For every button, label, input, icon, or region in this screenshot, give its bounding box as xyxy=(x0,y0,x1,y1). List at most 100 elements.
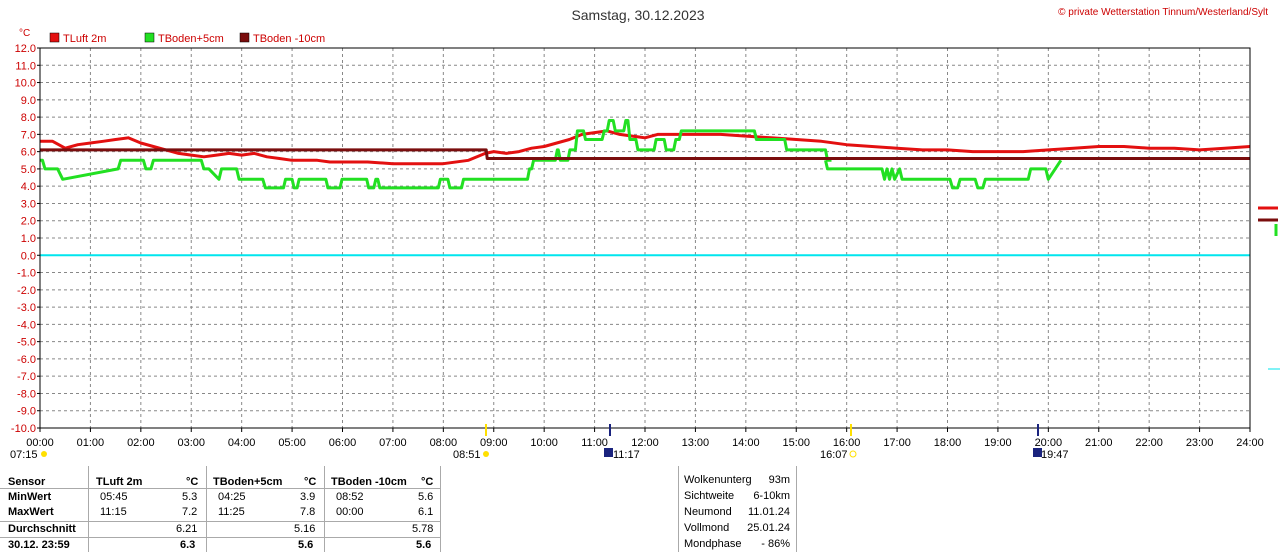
y-tick-label: 9.0 xyxy=(21,95,36,107)
stats-col-name: TLuft 2m xyxy=(96,476,143,488)
moonrise-time: 19:47 xyxy=(1041,449,1069,461)
info-label: Vollmond xyxy=(684,522,730,534)
sunrise-time: 07:15 xyxy=(10,449,38,461)
stats-col-unit: °C xyxy=(186,476,199,488)
x-tick-label: 16:00 xyxy=(833,437,861,449)
x-tick-label: 10:00 xyxy=(530,437,558,449)
y-tick-label: 4.0 xyxy=(21,181,36,193)
info-value: - 86% xyxy=(761,538,790,550)
info-label: Mondphase xyxy=(684,538,742,550)
legend-swatch-tboden5 xyxy=(144,32,155,43)
y-tick-label: -10.0 xyxy=(11,423,36,435)
stats-col-name: TBoden -10cm xyxy=(331,476,407,488)
x-tick-label: 23:00 xyxy=(1186,437,1214,449)
x-axis-ticks: 00:00 01:00 02:00 03:00 04:00 05:00 06:00 07:00… xyxy=(26,428,1264,449)
stats-current-label: 30.12. 23:59 xyxy=(8,539,70,551)
copyright-text: © private Wetterstation Tinnum/Westerlan… xyxy=(1058,7,1268,18)
stats-divider xyxy=(0,521,440,522)
stats-min-value: 3.9 xyxy=(300,491,316,503)
stats-divider xyxy=(206,466,207,552)
x-tick-label: 05:00 xyxy=(278,437,306,449)
stats-min-label: MinWert xyxy=(8,491,52,503)
legend: TLuft 2m TBoden+5cm TBoden -10cm xyxy=(49,32,325,45)
stats-min-time: 04:25 xyxy=(218,491,246,503)
sunset-marker-time: 16:07 xyxy=(820,449,848,461)
stats-divider xyxy=(0,537,440,538)
x-tick-label: 21:00 xyxy=(1085,437,1113,449)
stats-table: Sensor MinWert MaxWert Durchschnitt 30.1… xyxy=(0,466,440,552)
y-tick-label: -2.0 xyxy=(17,285,36,297)
y-tick-label: -8.0 xyxy=(17,388,36,400)
info-divider xyxy=(678,466,679,552)
legend-label-tboden10: TBoden -10cm xyxy=(253,33,325,45)
stats-current-value: 5.6 xyxy=(298,539,314,551)
legend-swatch-tluft xyxy=(49,32,60,43)
stats-max-time: 11:25 xyxy=(218,506,245,518)
legend-label-tboden5: TBoden+5cm xyxy=(158,33,224,45)
y-tick-label: 2.0 xyxy=(21,216,36,228)
y-tick-label: 7.0 xyxy=(21,129,36,141)
stats-divider xyxy=(88,466,89,552)
stats-min-value: 5.3 xyxy=(182,491,198,503)
stats-col-name: TBoden+5cm xyxy=(213,476,283,488)
y-tick-label: 0.0 xyxy=(21,250,36,262)
x-tick-label: 19:00 xyxy=(984,437,1012,449)
moon-icon xyxy=(604,448,613,457)
stats-max-time: 11:15 xyxy=(100,506,127,518)
info-value: 6-10km xyxy=(753,490,790,502)
info-label: Neumond xyxy=(684,506,732,518)
sun-icon xyxy=(849,450,857,458)
legend-label-tluft: TLuft 2m xyxy=(63,33,106,45)
sun-icon xyxy=(483,451,489,457)
stats-avg-value: 6.21 xyxy=(176,523,198,535)
x-tick-label: 03:00 xyxy=(177,437,205,449)
sun-icon xyxy=(41,451,47,457)
x-tick-label: 20:00 xyxy=(1035,437,1063,449)
y-tick-label: -9.0 xyxy=(17,406,36,418)
stats-max-label: MaxWert xyxy=(8,506,54,518)
series-line-2 xyxy=(824,159,1063,190)
stats-col-unit: °C xyxy=(421,476,434,488)
grid xyxy=(40,48,1250,428)
y-tick-label: 6.0 xyxy=(21,147,36,159)
y-unit-label: °C xyxy=(19,28,30,39)
stats-max-time: 00:00 xyxy=(336,506,364,518)
series-line-1 xyxy=(40,119,832,190)
info-label: Wolkenunterg xyxy=(684,474,752,486)
legend-swatch-tboden10 xyxy=(239,32,250,43)
x-tick-label: 14:00 xyxy=(732,437,760,449)
moon-icon xyxy=(1033,448,1042,457)
info-value: 11.01.24 xyxy=(747,506,790,518)
stats-max-value: 6.1 xyxy=(418,506,434,518)
x-tick-label: 15:00 xyxy=(782,437,810,449)
chart-title: Samstag, 30.12.2023 xyxy=(571,7,704,23)
x-tick-label: 12:00 xyxy=(631,437,659,449)
y-tick-label: 10.0 xyxy=(15,78,36,90)
stats-current-value: 5.6 xyxy=(416,539,432,551)
right-edge-marks xyxy=(1258,206,1280,370)
stats-max-value: 7.2 xyxy=(182,506,198,518)
series-layer xyxy=(40,119,1251,190)
y-tick-label: 3.0 xyxy=(21,198,36,210)
y-tick-label: -5.0 xyxy=(17,337,36,349)
x-tick-label: 13:00 xyxy=(682,437,710,449)
info-value: 25.01.24 xyxy=(747,522,790,534)
stats-divider xyxy=(0,488,440,489)
x-tick-label: 01:00 xyxy=(77,437,105,449)
stats-divider xyxy=(324,466,325,552)
y-tick-label: -4.0 xyxy=(17,319,36,331)
stats-avg-label: Durchschnitt xyxy=(8,523,76,535)
moonset-time: 11:17 xyxy=(613,449,640,461)
info-value: 93m xyxy=(768,474,790,486)
sunrise-marker-time: 08:51 xyxy=(453,449,481,461)
stats-min-time: 05:45 xyxy=(100,491,128,503)
info-label: Sichtweite xyxy=(684,490,735,502)
x-tick-label: 18:00 xyxy=(934,437,962,449)
stats-current-value: 6.3 xyxy=(180,539,196,551)
stats-min-time: 08:52 xyxy=(336,491,364,503)
x-tick-label: 17:00 xyxy=(883,437,911,449)
y-tick-label: 8.0 xyxy=(21,112,36,124)
x-tick-label: 09:00 xyxy=(480,437,508,449)
stats-sensor-label: Sensor xyxy=(8,476,46,488)
y-tick-label: -7.0 xyxy=(17,371,36,383)
